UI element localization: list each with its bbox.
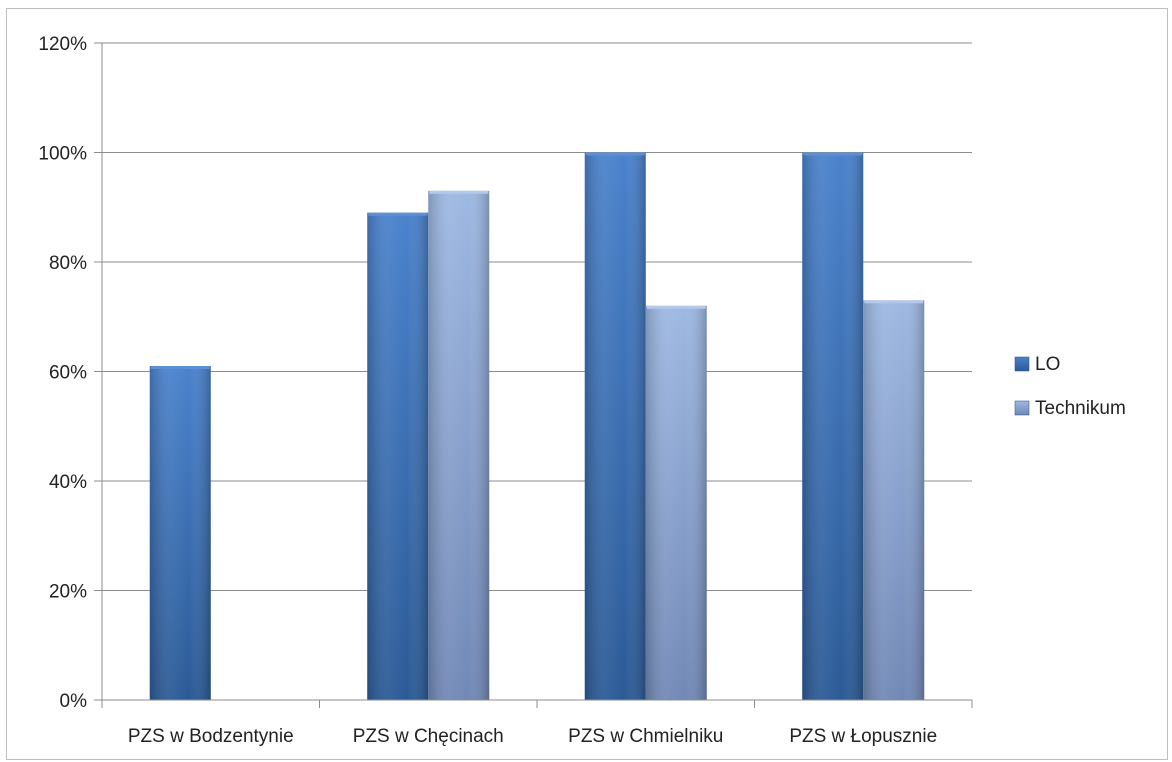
y-tick-label: 20% — [49, 582, 87, 603]
bar-shading — [802, 152, 864, 700]
x-tick-label: PZS w Chmielniku — [568, 726, 723, 747]
legend-swatch-technikum — [1014, 400, 1030, 416]
x-axis — [94, 43, 973, 708]
x-tick-label: PZS w Bodzentynie — [128, 726, 294, 747]
bar-shading — [863, 300, 925, 700]
bar-top-highlight — [368, 212, 428, 216]
bar-top-highlight — [646, 305, 706, 309]
bar-top-highlight — [429, 190, 489, 194]
y-tick-label: 40% — [49, 472, 87, 493]
legend-label-technikum: Technikum — [1035, 398, 1126, 419]
bar-shading — [645, 305, 707, 700]
y-tick-label: 100% — [38, 144, 87, 165]
bar-top-highlight — [150, 366, 210, 370]
bar-top-highlight — [585, 152, 645, 156]
legend-label-lo: LO — [1035, 354, 1060, 375]
bar-shading — [584, 152, 646, 700]
bars — [149, 152, 925, 700]
bar-shading — [149, 366, 211, 700]
y-tick-label: 80% — [49, 253, 87, 274]
y-tick-label: 0% — [60, 691, 88, 712]
x-tick-label: PZS w Chęcinach — [353, 726, 504, 747]
bar-shading — [367, 212, 429, 700]
legend-swatch-lo — [1014, 356, 1030, 372]
bar-top-highlight — [803, 152, 863, 156]
y-axis-tick-labels: 0% 20% 40% 60% 80% 100% 120% — [38, 34, 87, 712]
bar-shading — [428, 190, 490, 700]
y-tick-label: 60% — [49, 363, 87, 384]
x-tick-label: PZS w Łopusznie — [789, 726, 937, 747]
legend: LO Technikum — [1014, 354, 1126, 419]
x-axis-tick-labels: PZS w Bodzentynie PZS w Chęcinach PZS w Ch… — [128, 726, 937, 747]
y-tick-label: 120% — [38, 34, 87, 55]
bar-top-highlight — [864, 300, 924, 304]
